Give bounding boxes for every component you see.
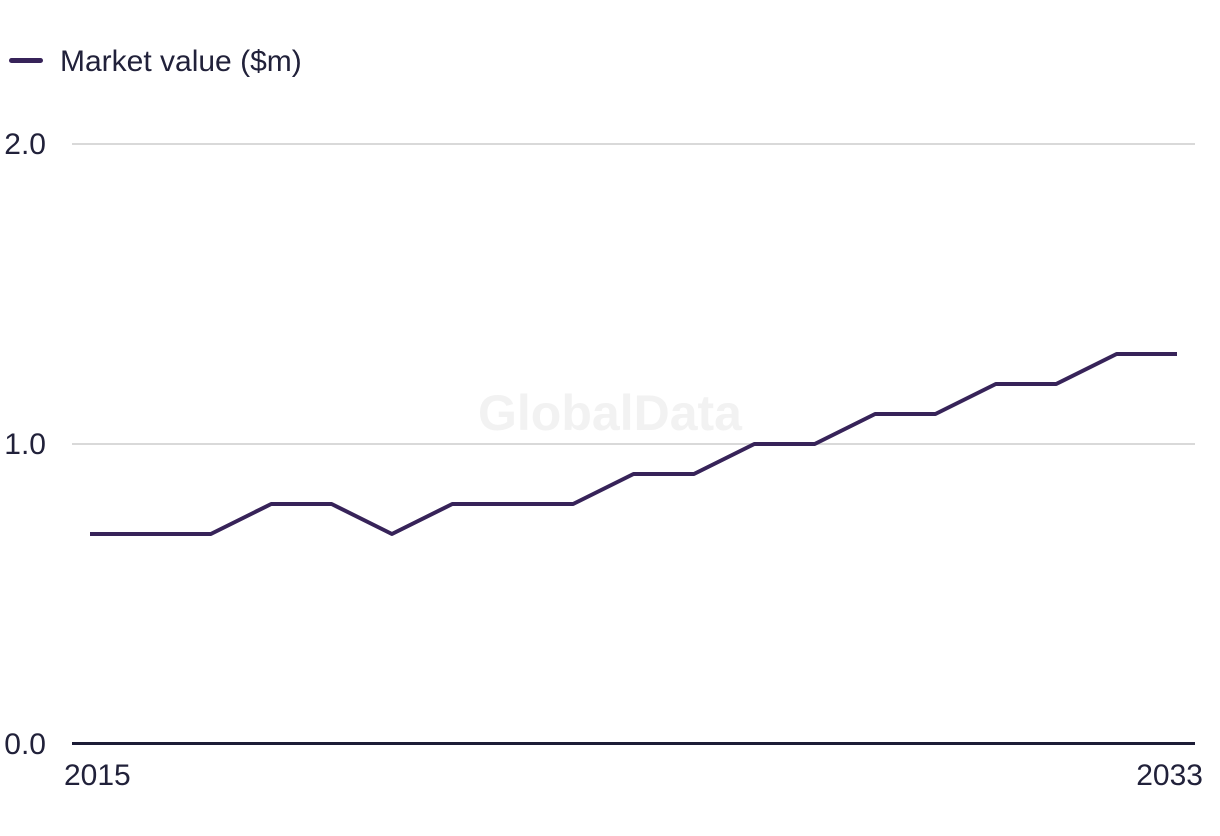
legend-line-swatch bbox=[9, 58, 43, 63]
x-axis-line bbox=[72, 742, 1195, 745]
y-tick-2.0: 2.0 bbox=[4, 128, 46, 161]
gridline-2.0 bbox=[72, 143, 1195, 145]
legend-label: Market value ($m) bbox=[60, 45, 302, 78]
globaldata-watermark: GlobalData bbox=[478, 385, 742, 441]
gridline-1.0 bbox=[72, 443, 1195, 445]
x-tick-2015: 2015 bbox=[64, 759, 131, 792]
y-tick-0.0: 0.0 bbox=[4, 728, 46, 761]
x-tick-2033: 2033 bbox=[1136, 759, 1203, 792]
chart-legend: Market value ($m) bbox=[0, 0, 1220, 90]
y-tick-1.0: 1.0 bbox=[4, 428, 46, 461]
